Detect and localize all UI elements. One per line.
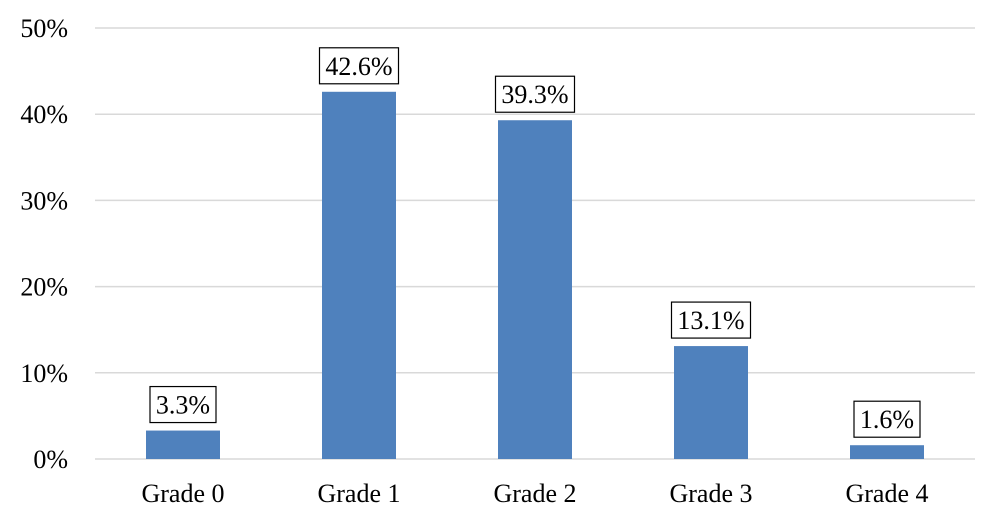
- data-label-box: [149, 385, 217, 424]
- data-label: 42.6%: [318, 47, 400, 85]
- x-axis-ticks: Grade 0 Grade 1 Grade 2 Grade 3 Grade 4: [141, 479, 928, 508]
- y-tick-label: 0%: [33, 445, 68, 474]
- x-tick-label: Grade 4: [845, 479, 928, 508]
- y-tick-label: 30%: [20, 186, 68, 215]
- bar: [146, 430, 220, 459]
- y-tick-label: 10%: [20, 359, 68, 388]
- data-label-text: 1.6%: [860, 405, 914, 434]
- bar: [322, 91, 396, 460]
- bar: [498, 120, 572, 459]
- y-axis-ticks: 0% 10% 20% 30% 40% 50%: [20, 14, 68, 474]
- data-label: 39.3%: [494, 75, 576, 113]
- x-tick-label: Grade 0: [141, 479, 224, 508]
- bar: [674, 346, 748, 459]
- data-label-box: [853, 400, 921, 438]
- data-label-box: [670, 301, 752, 339]
- data-label-text: 13.1%: [677, 306, 744, 335]
- x-tick-label: Grade 2: [493, 479, 576, 508]
- bars: [146, 91, 924, 460]
- y-tick-label: 20%: [20, 273, 68, 302]
- data-label-text: 42.6%: [325, 52, 392, 81]
- data-label-box: [318, 47, 400, 85]
- data-label-text: 39.3%: [501, 80, 568, 109]
- data-label-box: [494, 75, 576, 113]
- data-label-text: 3.3%: [156, 391, 210, 420]
- data-label: 13.1%: [670, 301, 752, 339]
- y-tick-label: 50%: [20, 14, 68, 43]
- x-tick-label: Grade 1: [317, 479, 400, 508]
- data-label: 1.6%: [853, 400, 921, 438]
- data-labels: 3.3% 42.6% 39.3% 13.1% 1.6%: [149, 47, 921, 438]
- data-label: 3.3%: [149, 385, 217, 424]
- bar: [850, 445, 924, 459]
- y-tick-label: 40%: [20, 100, 68, 129]
- x-tick-label: Grade 3: [669, 479, 752, 508]
